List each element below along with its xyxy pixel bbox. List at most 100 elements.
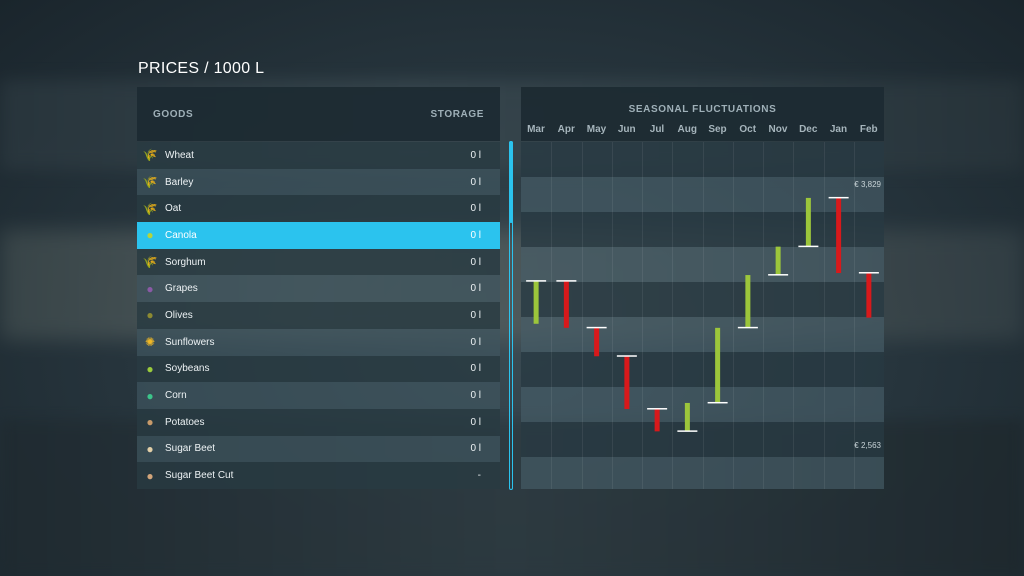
seasonal-chart-panel: SEASONAL FLUCTUATIONS Mar Apr May Jun Jul Aug…	[521, 87, 884, 489]
goods-list: 🌾 Wheat 0 l 🌾 Barley 0 l 🌾 Oat 0 l ● Canola 0 l 🌾 Sor…	[137, 142, 500, 489]
goods-panel: GOODS STORAGE 🌾 Wheat 0 l 🌾 Barley 0 l 🌾 Oat 0 l…	[137, 87, 500, 489]
grid-line	[763, 142, 764, 489]
price-bar-sep	[715, 327, 721, 403]
goods-row-potatoes[interactable]: ● Potatoes 0 l	[137, 408, 500, 436]
sugar-beet-cut-icon: ●	[146, 468, 154, 483]
price-bars	[526, 196, 879, 432]
month-label-apr: Apr	[557, 124, 575, 135]
price-bar-may	[594, 327, 600, 357]
goods-name: Barley	[165, 176, 194, 188]
price-bar-mar	[533, 281, 539, 324]
storage-column-header: STORAGE	[430, 109, 484, 120]
goods-storage: 0 l	[470, 416, 481, 428]
grid-band	[521, 142, 884, 177]
goods-row-canola[interactable]: ● Canola 0 l	[137, 222, 500, 249]
goods-storage: 0 l	[470, 149, 481, 161]
goods-storage: 0 l	[470, 336, 481, 348]
max-price-label: € 3,829	[854, 180, 881, 189]
goods-name: Wheat	[165, 149, 194, 161]
goods-storage: 0 l	[470, 176, 481, 188]
grid-band	[521, 177, 884, 212]
goods-row-corn[interactable]: ● Corn 0 l	[137, 382, 500, 409]
goods-row-olives[interactable]: ● Olives 0 l	[137, 302, 500, 329]
goods-name: Sugar Beet Cut	[165, 470, 234, 482]
goods-storage: 0 l	[470, 363, 481, 375]
grid-line	[732, 142, 734, 489]
month-label-nov: Nov	[768, 124, 788, 135]
goods-row-grapes[interactable]: ● Grapes 0 l	[137, 275, 500, 303]
price-bar-jun	[624, 356, 630, 410]
goods-name: Canola	[165, 229, 197, 241]
goods-name: Sorghum	[165, 256, 206, 268]
grid-line	[823, 142, 825, 489]
barley-icon: 🌾	[142, 175, 158, 190]
price-cap-mar	[526, 280, 547, 282]
potato-icon: ●	[146, 415, 154, 430]
goods-row-wheat[interactable]: 🌾 Wheat 0 l	[137, 142, 500, 169]
grid-line	[642, 142, 643, 489]
olives-icon: ●	[146, 308, 154, 323]
goods-name: Soybeans	[165, 363, 210, 375]
grapes-icon: ●	[146, 281, 154, 296]
page-title: PRICES / 1000 L	[138, 60, 265, 77]
grid-band	[521, 317, 884, 352]
canola-icon: ●	[146, 228, 154, 243]
price-bar-apr	[563, 281, 569, 328]
goods-storage: -	[477, 470, 481, 482]
price-cap-jan	[828, 196, 849, 199]
month-label-feb: Feb	[859, 124, 878, 135]
goods-storage: 0 l	[470, 443, 481, 455]
price-cap-oct	[737, 326, 758, 329]
price-cap-sep	[707, 401, 728, 404]
month-label-may: May	[586, 124, 607, 135]
chart-title: SEASONAL FLUCTUATIONS	[628, 104, 777, 115]
goods-row-oat[interactable]: 🌾 Oat 0 l	[137, 195, 500, 223]
month-label-oct: Oct	[739, 124, 757, 135]
goods-header: GOODS STORAGE	[137, 87, 500, 141]
goods-name: Oat	[165, 203, 182, 215]
price-bar-jan	[836, 197, 842, 274]
price-cap-apr	[556, 280, 577, 282]
grid-line	[672, 142, 674, 489]
goods-row-soybeans[interactable]: ● Soybeans 0 l	[137, 355, 500, 383]
goods-name: Corn	[165, 390, 187, 402]
grid-band	[521, 422, 884, 457]
price-bar-oct	[745, 275, 751, 328]
month-label-jun: Jun	[617, 124, 636, 135]
price-bar-nov	[775, 246, 781, 276]
grid-band	[521, 247, 884, 282]
goods-storage: 0 l	[470, 309, 481, 321]
month-label-mar: Mar	[527, 124, 545, 135]
price-cap-aug	[677, 430, 698, 432]
soybeans-icon: ●	[146, 361, 154, 376]
price-cap-dec	[798, 245, 819, 248]
chart-plot-area: € 3,829 € 2,563	[521, 142, 884, 489]
oat-icon: 🌾	[142, 201, 158, 216]
price-cap-jul	[647, 408, 668, 410]
goods-storage: 0 l	[470, 283, 481, 295]
chart-header: SEASONAL FLUCTUATIONS Mar Apr May Jun Jul Aug…	[521, 87, 884, 141]
grid-line	[793, 142, 795, 489]
price-bar-dec	[805, 197, 811, 247]
goods-row-sunflowers[interactable]: ✺ Sunflowers 0 l	[137, 328, 500, 356]
wheat-icon: 🌾	[142, 148, 158, 163]
month-label-aug: Aug	[677, 124, 697, 135]
goods-row-sugar-beet[interactable]: ● Sugar Beet 0 l	[137, 435, 500, 463]
goods-row-sugar-beet-cut[interactable]: ● Sugar Beet Cut -	[137, 462, 500, 489]
goods-name: Sunflowers	[165, 336, 215, 348]
corn-icon: ●	[146, 388, 154, 403]
price-cap-feb	[858, 272, 879, 274]
goods-row-sorghum[interactable]: 🌾 Sorghum 0 l	[137, 248, 500, 276]
grid-band	[521, 457, 884, 489]
goods-name: Grapes	[165, 283, 198, 295]
month-label-jan: Jan	[829, 124, 848, 135]
grid-line	[853, 142, 855, 489]
price-bar-feb	[866, 273, 872, 318]
month-label-dec: Dec	[799, 124, 818, 135]
grid-line	[611, 142, 613, 489]
grid-band	[521, 387, 884, 422]
sunflower-icon: ✺	[144, 335, 156, 350]
scrollbar-thumb[interactable]	[509, 141, 513, 223]
goods-row-barley[interactable]: 🌾 Barley 0 l	[137, 168, 500, 196]
sugar-beet-icon: ●	[146, 441, 154, 456]
